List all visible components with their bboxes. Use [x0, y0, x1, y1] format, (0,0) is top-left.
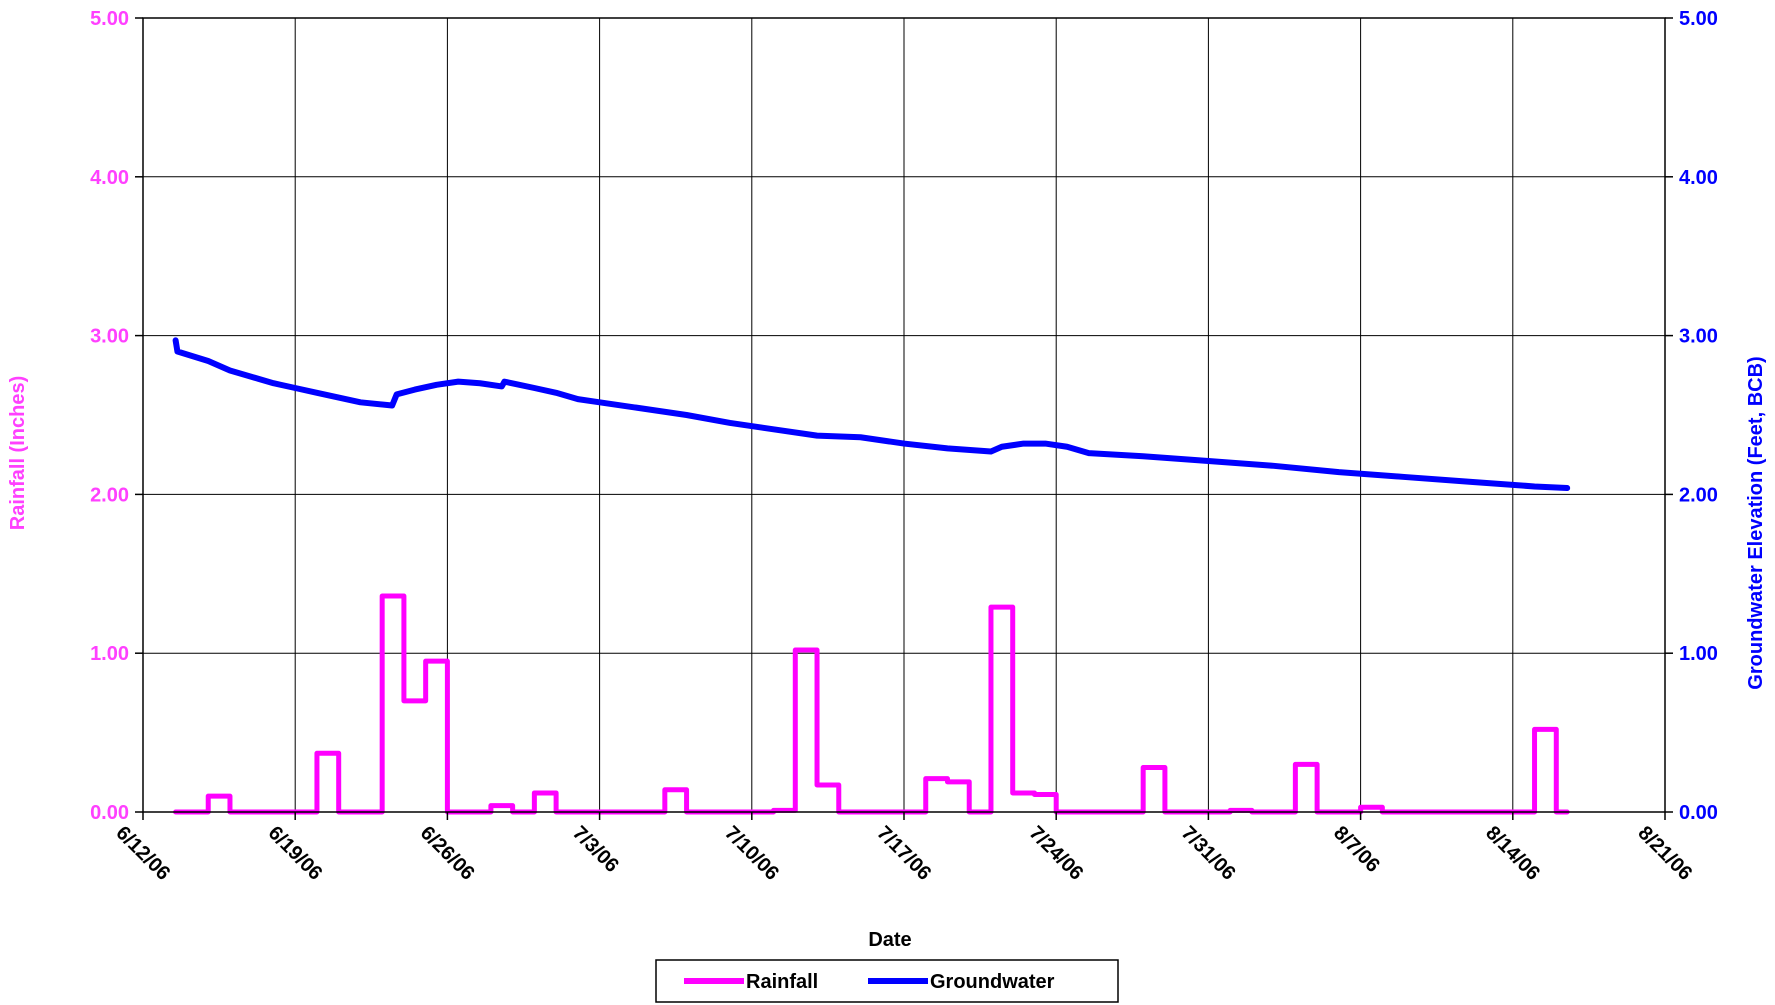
legend-label-rainfall: Rainfall — [746, 971, 818, 993]
y-right-axis-title: Groundwater Elevation (Feet, BCB) — [1745, 356, 1767, 689]
y-right-tick-label: 4.00 — [1679, 167, 1718, 189]
series-line-groundwater — [172, 337, 1571, 492]
y-right-tick-label: 1.00 — [1679, 643, 1718, 665]
y-left-axis-title: Rainfall (Inches) — [7, 376, 29, 530]
y-right-ticks: 0.00 1.00 2.00 3.00 4.00 5.00 — [1665, 8, 1718, 824]
y-left-tick-label: 0.00 — [90, 802, 129, 824]
y-left-tick-label: 1.00 — [90, 643, 129, 665]
legend-label-groundwater: Groundwater — [930, 971, 1055, 993]
legend: Rainfall Groundwater — [655, 959, 1119, 1003]
y-right-tick-label: 3.00 — [1679, 326, 1718, 348]
x-axis-title: Date — [868, 929, 911, 951]
y-left-tick-label: 5.00 — [90, 8, 129, 30]
y-right-tick-label: 0.00 — [1679, 802, 1718, 824]
series-layer — [172, 337, 1571, 815]
y-left-ticks: 0.00 1.00 2.00 3.00 4.00 5.00 — [90, 8, 143, 824]
grid — [142, 17, 1666, 813]
y-right-tick-label: 2.00 — [1679, 484, 1718, 506]
y-left-tick-label: 2.00 — [90, 484, 129, 506]
y-left-tick-label: 3.00 — [90, 326, 129, 348]
y-right-tick-label: 5.00 — [1679, 8, 1718, 30]
y-left-tick-label: 4.00 — [90, 167, 129, 189]
series-line-rainfall — [173, 593, 1570, 815]
